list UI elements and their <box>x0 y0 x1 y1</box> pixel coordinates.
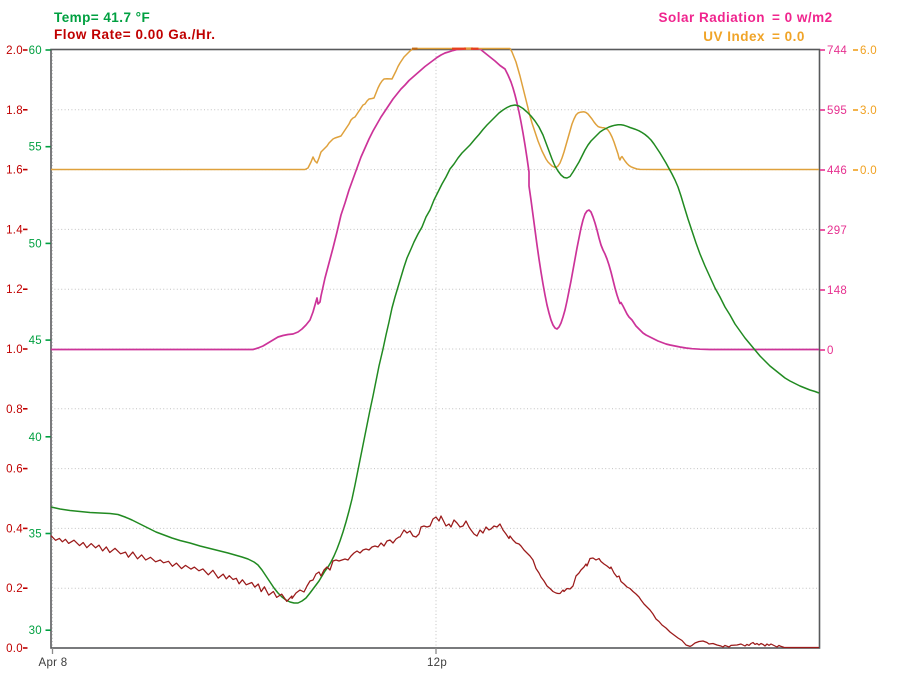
svg-text:0.4: 0.4 <box>6 523 23 535</box>
svg-text:1.6: 1.6 <box>6 165 23 177</box>
svg-text:55: 55 <box>29 142 42 154</box>
svg-text:744: 744 <box>827 45 847 57</box>
svg-text:1.4: 1.4 <box>6 224 23 236</box>
svg-text:0.2: 0.2 <box>6 583 23 595</box>
svg-text:1.2: 1.2 <box>6 284 23 296</box>
svg-text:0.0: 0.0 <box>860 165 877 177</box>
svg-text:1.0: 1.0 <box>6 344 23 356</box>
svg-text:50: 50 <box>29 238 42 250</box>
svg-text:Solar Radiation: Solar Radiation <box>658 10 765 25</box>
svg-text:30: 30 <box>29 625 42 637</box>
svg-text:0.8: 0.8 <box>6 404 23 416</box>
svg-text:= 0 w/m2: = 0 w/m2 <box>772 10 833 25</box>
svg-text:446: 446 <box>827 165 847 177</box>
svg-text:12p: 12p <box>427 657 447 669</box>
svg-text:Flow Rate= 0.00 Ga./Hr.: Flow Rate= 0.00 Ga./Hr. <box>54 27 216 42</box>
svg-text:0.0: 0.0 <box>6 643 23 655</box>
svg-text:UV Index: UV Index <box>703 29 765 44</box>
svg-text:3.0: 3.0 <box>860 105 877 117</box>
svg-text:148: 148 <box>827 285 847 297</box>
svg-text:1.8: 1.8 <box>6 105 23 117</box>
svg-text:40: 40 <box>29 432 42 444</box>
svg-text:Temp= 41.7 °F: Temp= 41.7 °F <box>54 10 150 25</box>
svg-text:2.0: 2.0 <box>6 45 23 57</box>
svg-text:0.6: 0.6 <box>6 464 23 476</box>
svg-text:6.0: 6.0 <box>860 45 877 57</box>
svg-text:297: 297 <box>827 225 847 237</box>
svg-text:595: 595 <box>827 105 847 117</box>
svg-text:Apr 8: Apr 8 <box>39 657 68 669</box>
svg-text:35: 35 <box>29 529 42 541</box>
svg-text:60: 60 <box>29 45 42 57</box>
svg-text:= 0.0: = 0.0 <box>772 29 805 44</box>
svg-text:45: 45 <box>29 335 42 347</box>
svg-text:0: 0 <box>827 345 834 357</box>
